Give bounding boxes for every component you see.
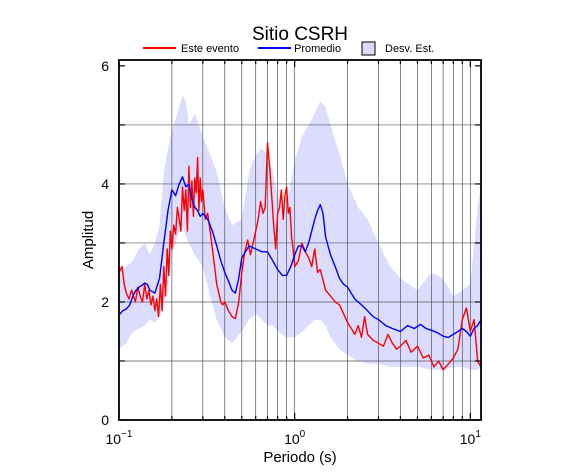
std-dev-band [119, 95, 481, 370]
tick-layer: 10−1 100 101 0 2 4 6 [101, 58, 481, 447]
legend-swatch-desv-est [361, 41, 376, 56]
y-tick-label: 2 [101, 294, 109, 310]
legend-label-promedio: Promedio [294, 43, 341, 55]
grid-layer [119, 60, 481, 420]
y-tick-label: 6 [101, 58, 109, 74]
plot-frame [118, 59, 482, 421]
y-axis-label: Amplitud [80, 211, 97, 269]
y-tick-label: 0 [101, 412, 109, 428]
x-axis-label: Periodo (s) [263, 449, 336, 466]
series-layer [119, 141, 481, 371]
legend-label-desv-est: Desv. Est. [385, 43, 434, 55]
x-tick-label: 101 [460, 429, 482, 447]
x-tick-label: 10−1 [106, 429, 133, 447]
legend-label-este-evento: Este evento [181, 43, 239, 55]
series-line-este-evento [119, 141, 481, 371]
chart-title: Sitio CSRH [252, 24, 348, 45]
band-layer [119, 95, 481, 370]
y-tick-label: 4 [101, 176, 109, 192]
legend: Este evento Promedio Desv. Est. [143, 41, 434, 56]
x-tick-label: 100 [284, 429, 306, 447]
series-line-promedio [119, 176, 481, 339]
